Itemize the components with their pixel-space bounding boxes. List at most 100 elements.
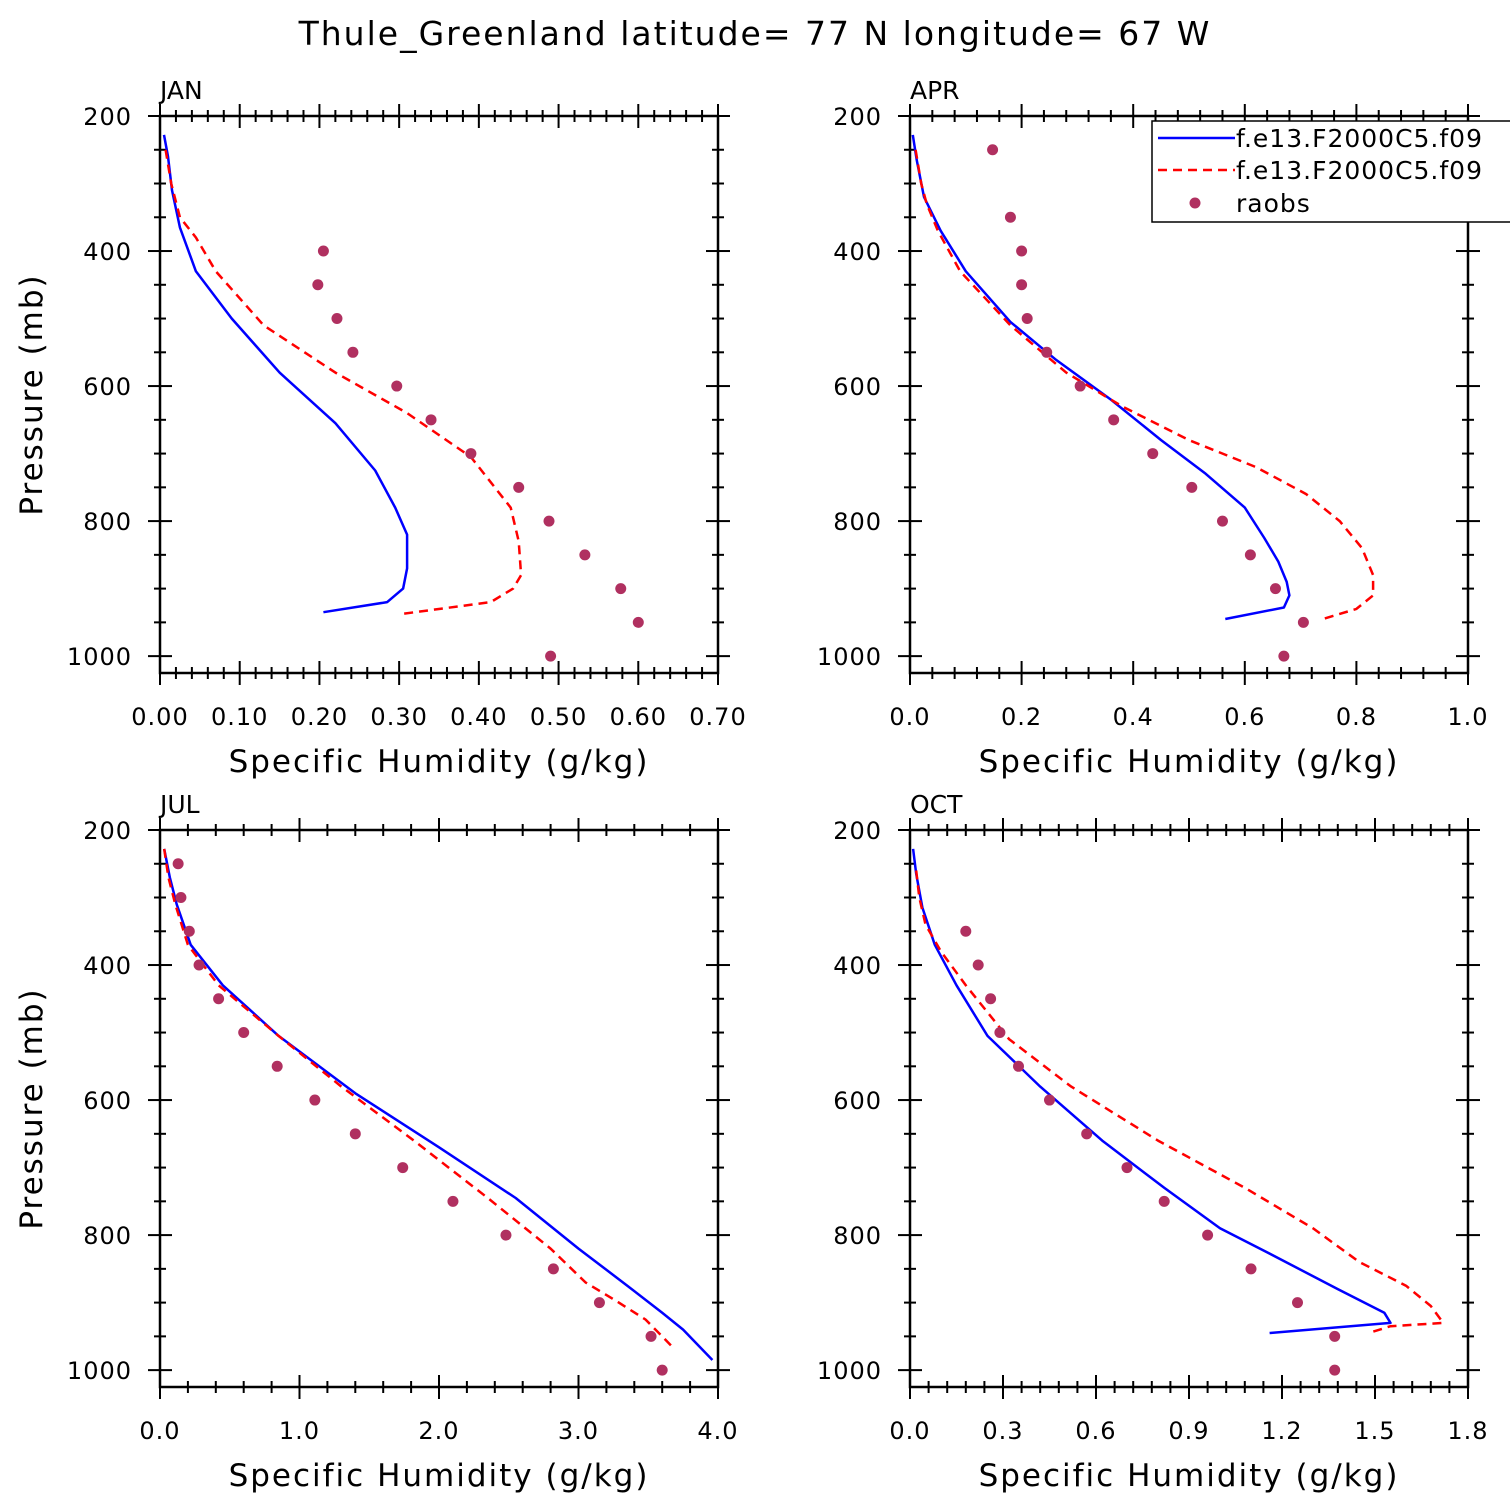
raobs-point (1278, 650, 1290, 662)
raobs-point (656, 1364, 668, 1376)
x-tick-label: 2.0 (418, 1417, 459, 1445)
y-tick-label: 600 (83, 373, 132, 401)
raobs-point (632, 616, 644, 628)
x-tick-label: 3.0 (558, 1417, 599, 1445)
panel-oct: OCT 0.0 0.3 0.6 0.9 1.2 1.5 1.8 200 400 600 800 1000… (817, 790, 1488, 1494)
legend-label: f.e13.F2000C5.f09 (1236, 156, 1483, 185)
x-axis-title: Specific Humidity (g/kg) (979, 744, 1400, 780)
y-tick-label: 200 (833, 103, 882, 131)
raobs-point (1147, 448, 1159, 460)
raobs-point (547, 1263, 559, 1275)
plot-frame (908, 114, 1470, 675)
x-tick-label: 0.60 (610, 703, 667, 731)
y-tick-label: 400 (833, 952, 882, 980)
raobs-point (1021, 313, 1033, 325)
x-tick-label: 1.5 (1354, 1417, 1395, 1445)
raobs-point (985, 993, 997, 1005)
panels: JAN 0.00 0.10 0.20 0.30 0.40 0.50 0.60 0.70 200 40… (14, 76, 1510, 1494)
x-tick-label: 0.30 (370, 703, 427, 731)
y-tick-label: 800 (833, 508, 882, 536)
raobs-point (309, 1094, 321, 1106)
x-tick-label: 1.0 (279, 1417, 320, 1445)
raobs-point (1158, 1195, 1170, 1207)
raobs-point (172, 858, 184, 870)
raobs-point (987, 144, 999, 156)
raobs-point (543, 515, 555, 527)
raobs-point (1108, 414, 1120, 426)
raobs-point (1074, 380, 1086, 392)
raobs-point (1004, 211, 1016, 223)
x-tick-label: 0.4 (1113, 703, 1154, 731)
plot-frame (158, 114, 720, 675)
raobs-point (1269, 583, 1281, 595)
x-tick-label: 0.6 (1224, 703, 1265, 731)
x-tick-label: 4.0 (697, 1417, 738, 1445)
legend-box (1151, 120, 1510, 223)
panel-label: JUL (158, 790, 200, 819)
model-dashed-line (914, 870, 1445, 1335)
y-tick-label: 400 (833, 238, 882, 266)
raobs-point (465, 448, 477, 460)
raobs-point (994, 1027, 1006, 1039)
raobs-point (513, 481, 525, 493)
raobs-point (193, 959, 205, 971)
model-solid-line (162, 848, 714, 1361)
y-tick-label: 400 (83, 238, 132, 266)
x-tick-label: 0.9 (1168, 1417, 1209, 1445)
raobs-point (1297, 616, 1309, 628)
raobs-series (987, 144, 1309, 662)
raobs-series (312, 245, 644, 662)
x-tick-label: 1.2 (1261, 1417, 1302, 1445)
y-tick-label: 600 (83, 1087, 132, 1115)
raobs-point (1216, 515, 1228, 527)
panel-label: OCT (910, 790, 963, 819)
y-tick-label: 800 (83, 1222, 132, 1250)
raobs-point (1329, 1364, 1341, 1376)
raobs-point (579, 549, 591, 561)
raobs-point (1329, 1330, 1341, 1342)
y-tick-label: 1000 (817, 1357, 882, 1385)
raobs-point (317, 245, 329, 257)
x-axis-title: Specific Humidity (g/kg) (979, 1458, 1400, 1494)
y-tick-label: 1000 (67, 643, 132, 671)
raobs-point (175, 892, 187, 904)
plot-frame (908, 828, 1470, 1389)
legend-label: f.e13.F2000C5.f09 (1236, 124, 1483, 153)
x-tick-label: 0.70 (689, 703, 746, 731)
x-tick-label: 0.0 (889, 1417, 930, 1445)
y-tick-label: 200 (83, 103, 132, 131)
panel-apr: APR 0.0 0.2 0.4 0.6 0.8 1.0 200 400 600 800 1000 Spe… (817, 76, 1488, 780)
raobs-point (1016, 245, 1028, 257)
x-tick-label: 1.8 (1447, 1417, 1488, 1445)
raobs-point (1016, 279, 1028, 291)
model-dashed-line (162, 848, 673, 1348)
raobs-point (1292, 1297, 1303, 1309)
raobs-point (1244, 549, 1256, 561)
raobs-point (1013, 1060, 1024, 1072)
raobs-series (960, 925, 1341, 1376)
y-tick-label: 600 (833, 373, 882, 401)
panel-jan: JAN 0.00 0.10 0.20 0.30 0.40 0.50 0.60 0.70 200 40… (14, 76, 746, 780)
raobs-point (1044, 1094, 1055, 1106)
panel-label: JAN (158, 76, 203, 105)
x-tick-label: 0.40 (450, 703, 507, 731)
raobs-point (183, 925, 195, 937)
raobs-point (500, 1229, 512, 1241)
model-solid-line (911, 848, 1392, 1335)
legend-label: raobs (1236, 189, 1311, 218)
raobs-point (972, 959, 984, 971)
x-tick-label: 0.6 (1075, 1417, 1116, 1445)
raobs-point (213, 993, 225, 1005)
y-tick-label: 800 (833, 1222, 882, 1250)
plot-frame (158, 828, 720, 1389)
y-tick-label: 800 (83, 508, 132, 536)
model-solid-line (911, 134, 1291, 621)
raobs-point (1186, 481, 1198, 493)
y-tick-label: 600 (833, 1087, 882, 1115)
raobs-point (645, 1330, 657, 1342)
panel-label: APR (910, 76, 960, 105)
x-tick-label: 0.8 (1336, 703, 1377, 731)
raobs-point (397, 1162, 409, 1174)
y-tick-label: 200 (83, 817, 132, 845)
